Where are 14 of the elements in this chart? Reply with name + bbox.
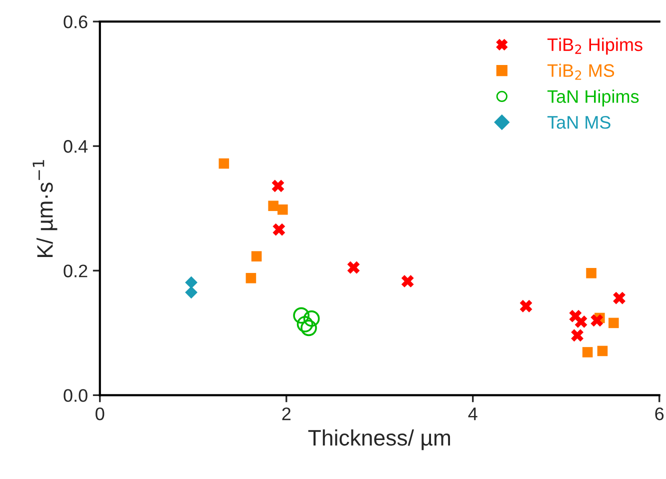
legend-label: TaN MS: [547, 116, 610, 129]
x-axis-title: Thickness/ µm: [308, 429, 450, 450]
x-tick-label: 4: [468, 408, 478, 420]
y-tick-label: 0.2: [64, 264, 88, 278]
y-tick-label: 0.6: [64, 15, 88, 28]
x-tick-label: 6: [655, 407, 664, 420]
x-tick-label: 2: [282, 407, 290, 420]
legend-label: TaN Hipims: [547, 90, 639, 106]
y-tick-label: 0.0: [64, 389, 88, 402]
y-tick-label: 0.4: [64, 140, 88, 153]
legend-label: TiB$_{2}$ MS: [547, 64, 614, 80]
x-tick-label: 0: [96, 407, 104, 420]
y-axis-title: K/ µm·s$^{−1}$: [32, 160, 58, 257]
legend-label: TiB$_{2}$ Hipims: [547, 38, 642, 55]
